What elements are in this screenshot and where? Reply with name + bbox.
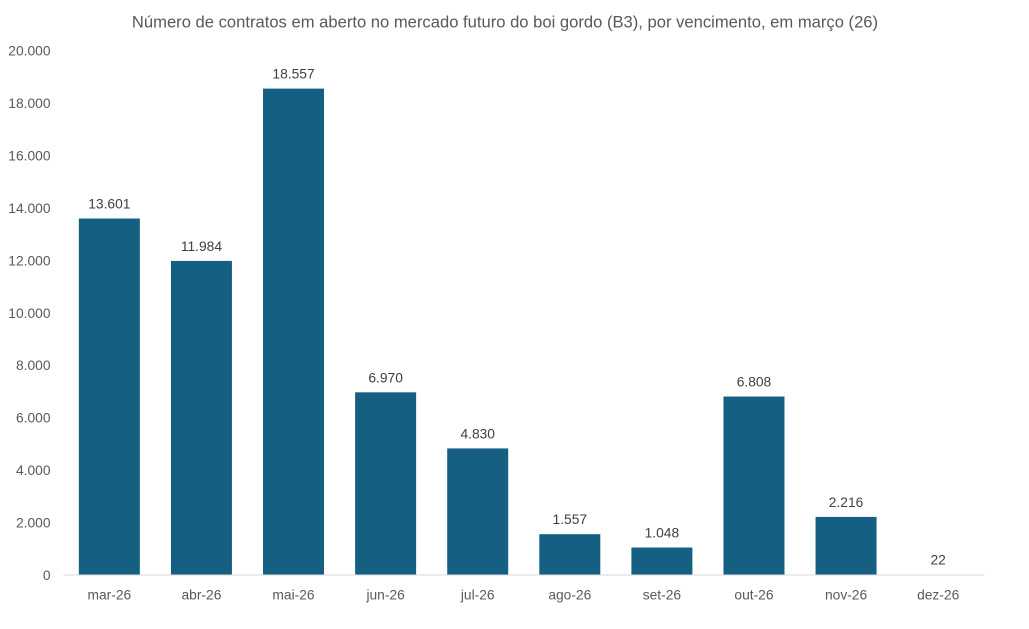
svg-text:set-26: set-26	[643, 588, 682, 603]
svg-text:out-26: out-26	[734, 588, 773, 603]
svg-text:4.830: 4.830	[460, 426, 495, 441]
svg-text:ago-26: ago-26	[548, 588, 591, 603]
svg-text:10.000: 10.000	[8, 306, 51, 321]
svg-text:4.000: 4.000	[16, 463, 51, 478]
svg-text:12.000: 12.000	[8, 253, 51, 268]
svg-text:6.808: 6.808	[737, 375, 772, 390]
svg-text:6.970: 6.970	[368, 370, 403, 385]
svg-text:Número de contratos em aberto: Número de contratos em aberto no mercado…	[132, 13, 878, 32]
svg-text:1.557: 1.557	[553, 512, 588, 527]
svg-text:dez-26: dez-26	[917, 588, 960, 603]
svg-text:2.216: 2.216	[829, 495, 864, 510]
svg-text:11.984: 11.984	[181, 239, 223, 254]
svg-text:16.000: 16.000	[8, 149, 51, 164]
svg-text:0: 0	[43, 568, 51, 583]
svg-text:18.000: 18.000	[8, 96, 51, 111]
svg-text:1.048: 1.048	[645, 526, 680, 541]
svg-text:22: 22	[930, 552, 945, 567]
svg-text:2.000: 2.000	[16, 515, 51, 530]
svg-text:abr-26: abr-26	[181, 588, 221, 603]
svg-text:mai-26: mai-26	[272, 588, 314, 603]
svg-text:jul-26: jul-26	[460, 588, 495, 603]
svg-text:18.557: 18.557	[272, 67, 314, 82]
svg-text:14.000: 14.000	[8, 201, 51, 216]
svg-text:6.000: 6.000	[16, 411, 51, 426]
svg-text:13.601: 13.601	[88, 197, 130, 212]
svg-text:jun-26: jun-26	[365, 588, 405, 603]
svg-text:8.000: 8.000	[16, 358, 51, 373]
svg-text:nov-26: nov-26	[825, 588, 868, 603]
svg-text:20.000: 20.000	[8, 44, 51, 59]
svg-text:mar-26: mar-26	[87, 588, 131, 603]
